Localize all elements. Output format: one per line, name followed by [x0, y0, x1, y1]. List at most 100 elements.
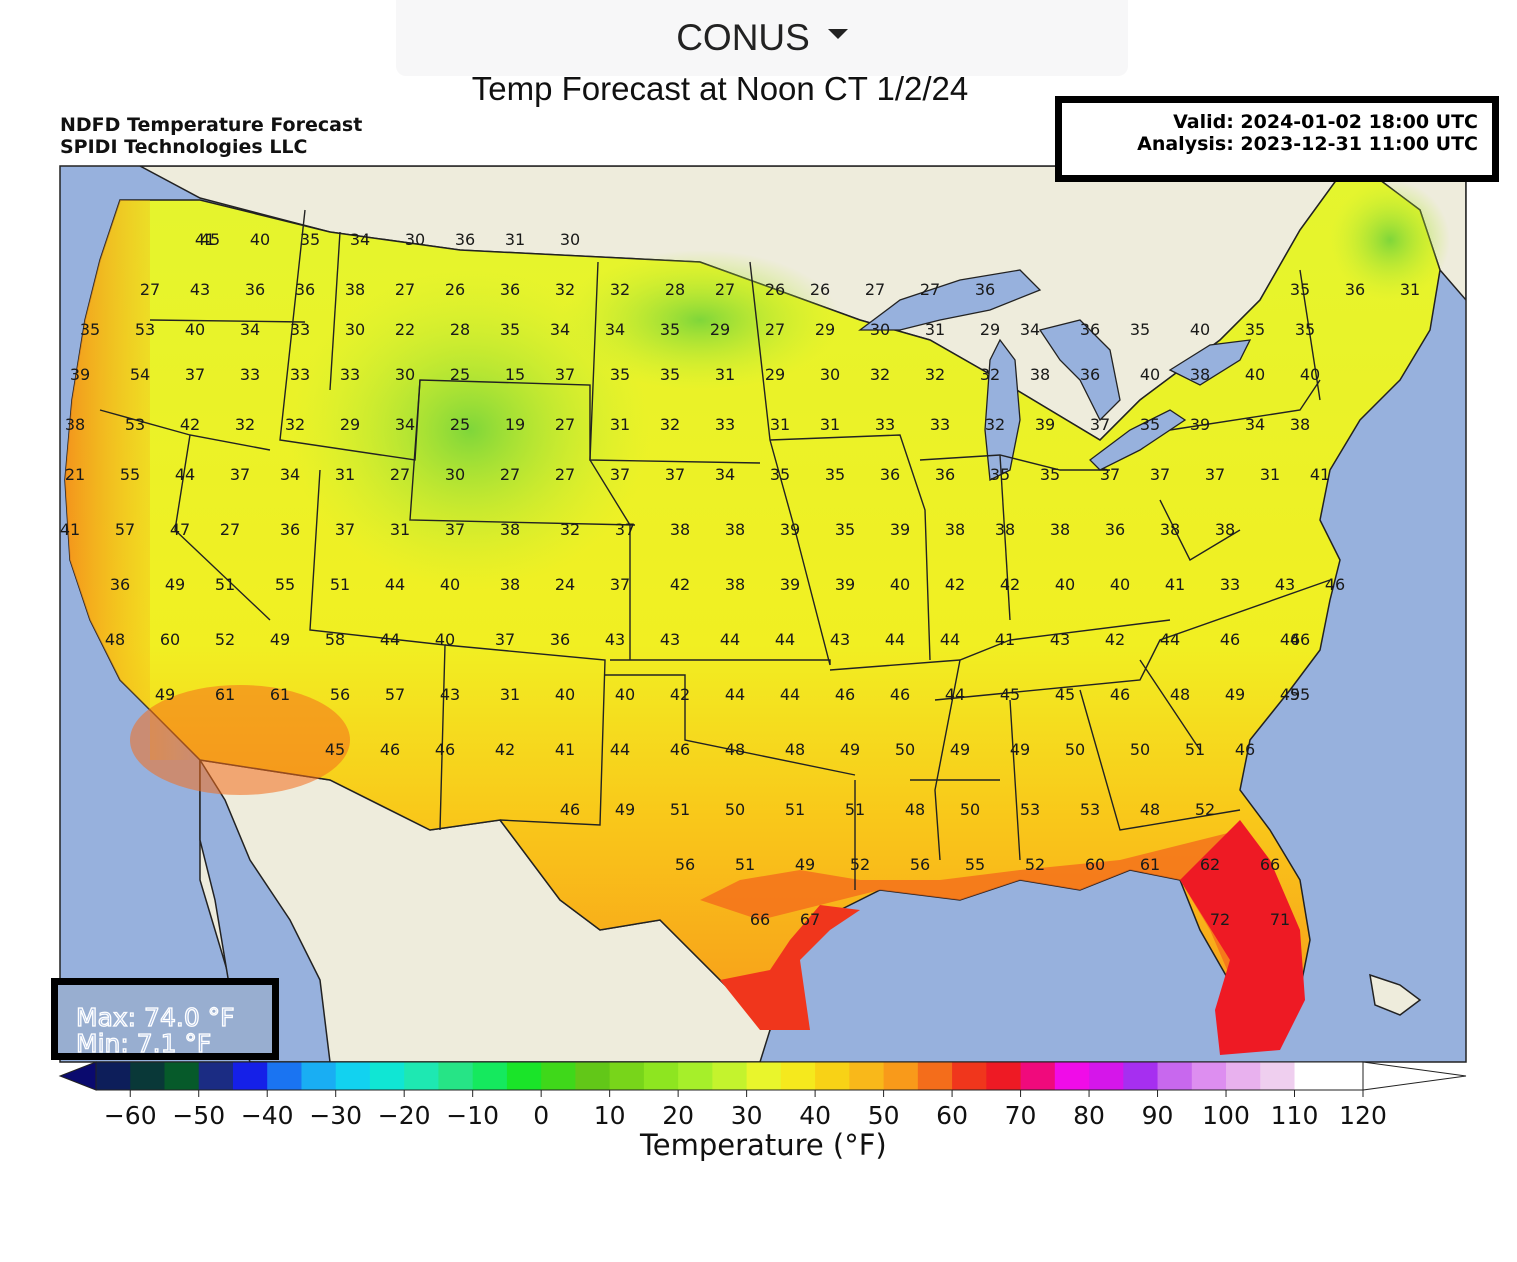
station-temp-label: 62 [1200, 855, 1220, 874]
min-value: Min: 7.1 °F [75, 1029, 212, 1058]
station-temp-label: 45 [1000, 685, 1020, 704]
station-temp-label: 40 [440, 575, 460, 594]
station-temp-label: 46 [1110, 685, 1130, 704]
station-temp-label: 31 [610, 415, 630, 434]
station-temp-label: 61 [215, 685, 235, 704]
station-temp-label: 29 [980, 320, 1000, 339]
station-temp-label: 41 [995, 630, 1015, 649]
station-temp-label: 48 [1140, 800, 1160, 819]
station-temp-label: 32 [985, 415, 1005, 434]
station-temp-label: 35 [1130, 320, 1150, 339]
colorbar-segment [678, 1062, 713, 1090]
colorbar-tick-label: 50 [868, 1101, 900, 1130]
station-temp-label: 33 [290, 365, 310, 384]
station-temp-label: 31 [1260, 465, 1280, 484]
station-temp-label: 22 [395, 320, 415, 339]
station-temp-label: 42 [670, 575, 690, 594]
station-temp-label: 39 [70, 365, 90, 384]
station-temp-label: 39 [1190, 415, 1210, 434]
region-dropdown[interactable]: CONUS [396, 0, 1128, 76]
station-temp-label: 35 [1040, 465, 1060, 484]
station-temp-label: 40 [555, 685, 575, 704]
station-temp-label: 52 [215, 630, 235, 649]
station-temp-label: 27 [920, 280, 940, 299]
station-temp-label: 42 [945, 575, 965, 594]
colorbar-tick-label: 90 [1142, 1101, 1174, 1130]
station-temp-label: 46 [380, 740, 400, 759]
station-temp-label: 44 [385, 575, 405, 594]
lake-superior [858, 269, 1042, 331]
station-temp-label: 34 [1245, 415, 1265, 434]
station-temp-label: 50 [895, 740, 915, 759]
station-temp-label: 36 [1345, 280, 1365, 299]
colorbar-segment [472, 1062, 508, 1090]
page-title: Temp Forecast at Noon CT 1/2/24 [471, 70, 969, 107]
station-temp-label: 25 [450, 365, 470, 384]
station-temp-label: 35 [990, 465, 1010, 484]
colorbar-segment [1157, 1062, 1193, 1090]
station-temp-label: 37 [1100, 465, 1120, 484]
station-temp-label: 37 [185, 365, 205, 384]
colorbar-segment [541, 1062, 576, 1090]
colorbar-segment [712, 1062, 748, 1090]
lake-michigan [984, 338, 1021, 482]
colorbar-segment [1020, 1062, 1056, 1090]
station-temp-label: 38 [345, 280, 365, 299]
station-temp-label: 30 [405, 230, 425, 249]
station-temp-label: 36 [500, 280, 520, 299]
colorbar-tick-label: −10 [446, 1101, 499, 1130]
station-temp-label: 38 [1160, 520, 1180, 539]
station-temp-label: 35 [770, 465, 790, 484]
station-temp-label: 35 [660, 365, 680, 384]
station-temp-label: 29 [340, 415, 360, 434]
station-temp-label: 32 [610, 280, 630, 299]
station-temp-label: 46 [1235, 740, 1255, 759]
station-temp-label: 36 [245, 280, 265, 299]
station-temp-label: 49 [1280, 685, 1300, 704]
southwest-warm [130, 685, 350, 795]
station-temp-label: 31 [770, 415, 790, 434]
colorbar-segment [1260, 1062, 1296, 1090]
station-temp-label: 53 [125, 415, 145, 434]
station-temp-label: 51 [845, 800, 865, 819]
analysis-time: Analysis: 2023-12-31 11:00 UTC [1137, 133, 1478, 155]
station-temp-label: 46 [1220, 630, 1240, 649]
station-temp-label: 35 [1245, 320, 1265, 339]
station-temp-label: 49 [795, 855, 815, 874]
station-temp-label: 35 [835, 520, 855, 539]
station-temp-label: 38 [945, 520, 965, 539]
station-temp-label: 44 [725, 685, 745, 704]
colorbar-segment [986, 1062, 1022, 1090]
cuba-bahamas [1369, 973, 1422, 1016]
station-temp-label: 56 [675, 855, 695, 874]
station-temp-label: 37 [615, 520, 635, 539]
station-temp-label: 44 [1160, 630, 1180, 649]
colorbar-tick-label: 20 [662, 1101, 694, 1130]
station-temp-label: 36 [1105, 520, 1125, 539]
station-temp-label: 37 [610, 465, 630, 484]
station-temp-label: 56 [910, 855, 930, 874]
colorbar-segment [369, 1062, 405, 1090]
station-temp-label: 26 [765, 280, 785, 299]
station-temp-label: 27 [395, 280, 415, 299]
station-temp-label: 31 [820, 415, 840, 434]
station-temp-label: 40 [1300, 365, 1320, 384]
station-temp-label: 50 [725, 800, 745, 819]
station-temp-label: 38 [1030, 365, 1050, 384]
station-temp-label: 48 [725, 740, 745, 759]
station-temp-label: 40 [1055, 575, 1075, 594]
station-temp-label: 48 [105, 630, 125, 649]
colorbar-segment [643, 1062, 679, 1090]
station-temp-label: 38 [500, 520, 520, 539]
state-borders [99, 209, 1331, 890]
northeast-cold [1330, 180, 1450, 300]
station-temp-label: 42 [1105, 630, 1125, 649]
station-temp-label: 37 [665, 465, 685, 484]
station-temp-label: 52 [1025, 855, 1045, 874]
station-temp-label: 30 [445, 465, 465, 484]
station-temp-label: 27 [555, 415, 575, 434]
station-temp-label: 31 [390, 520, 410, 539]
gulf-hot-florida [1180, 820, 1305, 1055]
station-temp-label: 35 [1295, 320, 1315, 339]
